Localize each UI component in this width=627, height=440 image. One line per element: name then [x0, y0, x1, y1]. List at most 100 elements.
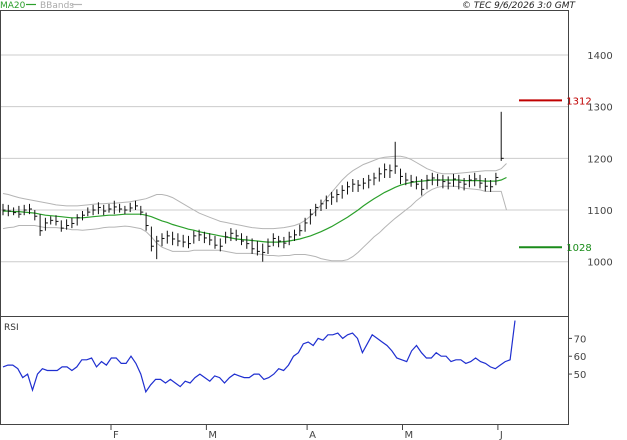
price-bar	[315, 203, 319, 217]
price-bar	[119, 203, 123, 213]
price-bar	[458, 174, 462, 190]
price-bar	[378, 167, 382, 182]
price-bar	[214, 235, 218, 249]
price-bar	[55, 215, 59, 226]
price-bar	[309, 208, 313, 225]
price-bar	[219, 238, 223, 252]
price-bar	[103, 204, 107, 216]
price-bar	[108, 203, 112, 213]
price-tick-label: 1300	[587, 103, 612, 114]
price-bar	[325, 195, 329, 209]
price-bar	[368, 174, 372, 189]
price-tick-label: 1000	[587, 258, 612, 269]
price-bar	[251, 238, 255, 254]
price-bar	[225, 231, 229, 244]
price-bar	[389, 164, 393, 178]
month-label: J	[499, 430, 503, 440]
price-bar	[490, 180, 494, 192]
levels: 1312 1028	[519, 96, 592, 254]
price-bar	[2, 203, 6, 216]
month-label: F	[113, 430, 119, 440]
price-bar	[347, 181, 350, 195]
price-bar	[267, 238, 271, 254]
rsi-series	[2, 320, 516, 394]
price-bar	[177, 233, 181, 247]
price-bar	[468, 174, 472, 188]
price-bar	[7, 204, 11, 217]
price-bar	[124, 205, 128, 215]
price-bar	[484, 177, 488, 192]
price-bar	[479, 174, 483, 189]
price-bar	[415, 176, 419, 190]
resistance-label: 1312	[566, 96, 591, 107]
axis-ticks: 1000 1100 1200 1300 1400 50 60 70 F M A M J	[110, 51, 613, 440]
price-bar	[256, 241, 260, 256]
price-bar	[97, 202, 101, 215]
price-bar	[262, 243, 266, 262]
price-bar	[405, 172, 409, 186]
bband-upper-line	[2, 155, 507, 230]
price-bar	[278, 235, 282, 248]
price-bar	[453, 173, 456, 187]
price-bar	[198, 229, 202, 242]
price-bar	[362, 177, 366, 190]
price-bar	[66, 219, 70, 230]
rsi-label: RSI	[4, 323, 19, 333]
price-bar	[60, 220, 64, 232]
price-bar	[421, 179, 425, 196]
support-label: 1028	[566, 243, 591, 254]
price-bar	[161, 233, 165, 247]
price-bar	[410, 174, 414, 187]
price-bar	[188, 235, 191, 249]
price-bar	[384, 163, 388, 178]
price-bar	[294, 229, 297, 242]
price-bar	[140, 205, 144, 216]
price-bar	[92, 204, 96, 216]
price-bar	[145, 212, 149, 231]
price-bar	[299, 224, 303, 236]
ma20-path	[3, 176, 507, 243]
price-panel-frame	[0, 10, 569, 317]
price-bar	[283, 236, 287, 249]
price-bar	[495, 172, 499, 186]
price-bar	[341, 185, 345, 199]
price-tick-label: 1100	[587, 206, 612, 217]
price-bar	[44, 217, 48, 231]
price-bar	[76, 214, 80, 226]
price-bar	[331, 191, 335, 205]
price-bar	[18, 205, 22, 218]
month-label: A	[309, 430, 316, 440]
price-bar	[203, 231, 207, 244]
price-bar	[235, 229, 239, 242]
price-bar	[426, 174, 430, 190]
price-bar	[373, 172, 377, 186]
price-tick-label: 1400	[587, 51, 612, 62]
price-bar	[209, 233, 213, 246]
price-bar	[431, 172, 435, 186]
price-bar	[463, 177, 467, 191]
price-bar	[156, 235, 160, 260]
price-bar	[129, 202, 133, 213]
rsi-line	[2, 320, 516, 394]
rsi-tick-label: 70	[574, 334, 587, 345]
price-bar	[272, 233, 276, 247]
price-bar	[150, 226, 154, 252]
price-bar	[241, 233, 244, 246]
price-bar	[50, 216, 54, 225]
price-bar	[400, 168, 403, 185]
price-bar	[288, 231, 292, 246]
price-bar	[304, 217, 308, 232]
price-bar	[135, 200, 138, 211]
price-bar	[437, 173, 441, 187]
month-label: M	[405, 430, 414, 440]
price-bar	[500, 111, 504, 161]
rsi-tick-label: 60	[574, 352, 587, 363]
price-bar	[29, 203, 32, 215]
price-bar	[442, 174, 446, 189]
price-bar	[357, 180, 361, 192]
price-bar	[182, 234, 186, 248]
price-bar	[87, 207, 91, 217]
price-bar	[320, 199, 324, 212]
